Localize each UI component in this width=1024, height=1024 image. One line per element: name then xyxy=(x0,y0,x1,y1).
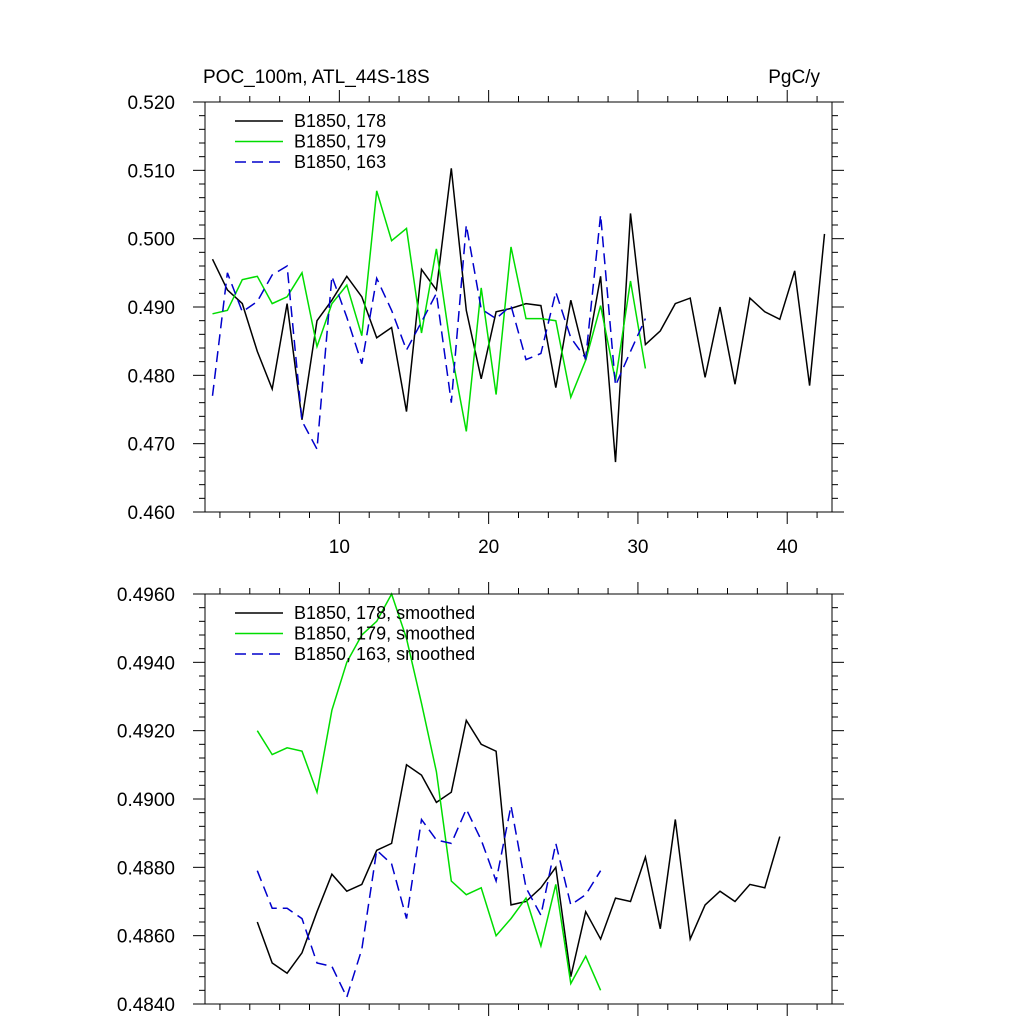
bottom-plot-frame xyxy=(204,593,833,1005)
top-plot-frame xyxy=(204,101,833,513)
series-line-b1850-163 xyxy=(211,214,647,452)
bottom-y-tick-label: 0.4940 xyxy=(117,653,175,674)
top-x-tick-label: 10 xyxy=(329,537,350,558)
bottom-y-tick-label: 0.4880 xyxy=(117,858,175,879)
top-x-tick-label: 20 xyxy=(478,537,499,558)
legend-label-b1850-179-smoothed: B1850, 179, smoothed xyxy=(294,624,475,644)
top-panel: POC_100m, ATL_44S-18S PgC/y 10 20 30 40 0.46… xyxy=(127,67,844,558)
legend-label-b1850-179: B1850, 179 xyxy=(294,132,386,152)
bottom-panel: 0.4840 0.4860 0.4880 0.4900 0.4920 0.4940 0.49… xyxy=(117,582,844,1016)
top-axis-ticks: 10 20 30 40 0.460 0.470 0.480 0.490 0.500 0.510 0.… xyxy=(127,90,844,558)
top-y-tick-label: 0.480 xyxy=(127,366,175,387)
bottom-series-group xyxy=(256,592,781,1000)
bottom-axis-ticks: 0.4840 0.4860 0.4880 0.4900 0.4920 0.4940 0.49… xyxy=(117,582,844,1016)
bottom-y-tick-label: 0.4960 xyxy=(117,585,175,606)
top-x-tick-label: 40 xyxy=(777,537,798,558)
top-y-tick-label: 0.470 xyxy=(127,435,175,456)
top-y-tick-label: 0.490 xyxy=(127,298,175,319)
top-y-tick-label: 0.500 xyxy=(127,230,175,251)
bottom-y-tick-label: 0.4840 xyxy=(117,995,175,1016)
series-line-b1850-179-smoothed xyxy=(256,592,602,991)
legend-label-b1850-163-smoothed: B1850, 163, smoothed xyxy=(294,644,475,664)
legend-label-b1850-178: B1850, 178 xyxy=(294,111,386,131)
series-line-b1850-163-smoothed xyxy=(256,805,602,1000)
top-panel-title: POC_100m, ATL_44S-18S xyxy=(203,67,430,88)
series-line-b1850-178-smoothed xyxy=(256,718,781,977)
top-x-tick-label: 30 xyxy=(627,537,648,558)
bottom-y-tick-label: 0.4900 xyxy=(117,790,175,811)
top-y-tick-label: 0.520 xyxy=(127,93,175,114)
legend-label-b1850-163: B1850, 163 xyxy=(294,152,386,172)
series-line-b1850-179 xyxy=(212,190,647,432)
top-series-group xyxy=(211,168,826,463)
bottom-y-tick-label: 0.4920 xyxy=(117,722,175,743)
top-y-tick-label: 0.460 xyxy=(127,503,175,524)
top-panel-units: PgC/y xyxy=(768,67,820,88)
series-line-b1850-178 xyxy=(211,168,826,463)
top-y-tick-label: 0.510 xyxy=(127,161,175,182)
legend-label-b1850-178-smoothed: B1850, 178, smoothed xyxy=(294,603,475,623)
bottom-y-tick-label: 0.4860 xyxy=(117,927,175,948)
